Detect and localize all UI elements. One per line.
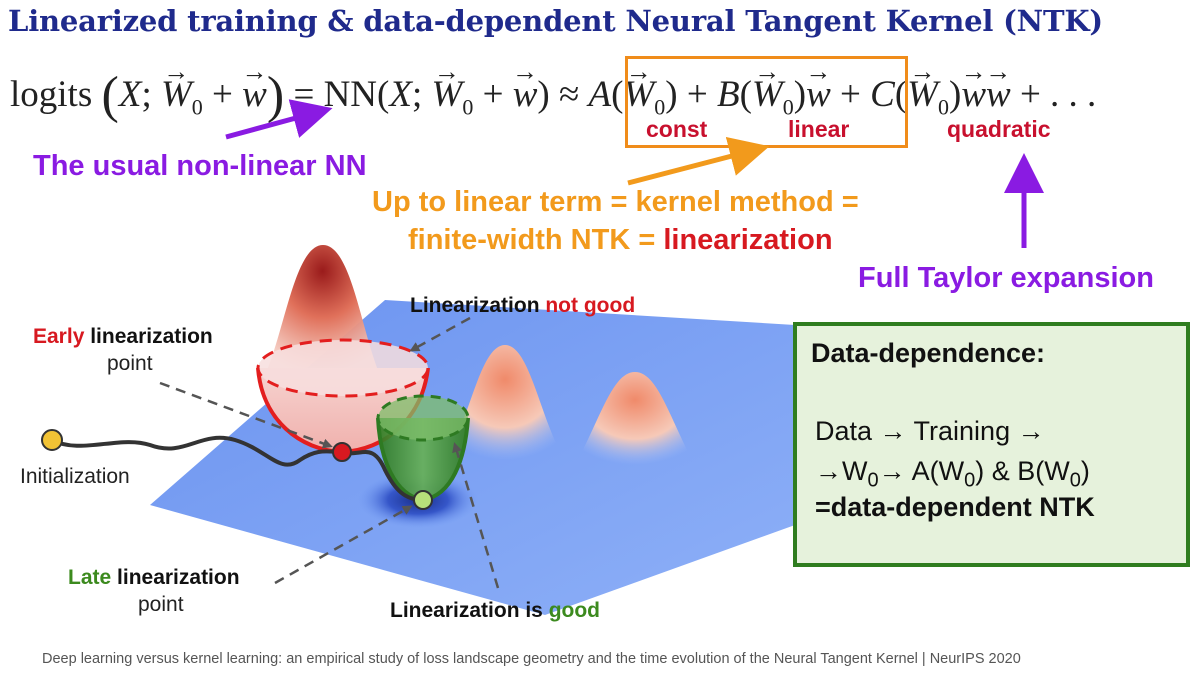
usual-nn-label: The usual non-linear NN: [33, 150, 367, 182]
quadratic-label: quadratic: [947, 116, 1051, 142]
late-bowl-rim: [376, 394, 470, 442]
linear-term-arrow: [627, 136, 770, 186]
data-dependence-line-3: =data-dependent NTK: [815, 492, 1095, 522]
eq-logits: logits: [10, 74, 93, 115]
late-linearization-point: [413, 490, 433, 510]
data-dependence-line-2: →W0→ A(W0) & B(W0): [815, 456, 1090, 492]
data-dependence-box: Data-dependence: Data → Training → →W0→ …: [793, 322, 1190, 567]
citation-footer: Deep learning versus kernel learning: an…: [42, 651, 1021, 667]
not-good-arrow: [409, 316, 471, 352]
linear-label: linear: [788, 116, 850, 142]
taylor-equation: logits (X; W0 + w) = NN(X; W0 + w) ≈ A(W…: [10, 66, 1096, 125]
const-label: const: [646, 116, 708, 142]
late-point-arrow: [274, 505, 413, 585]
linear-term-text-2: finite-width NTK = linearization: [408, 224, 833, 256]
early-bowl-rim: [256, 338, 430, 398]
early-point-label: point: [107, 352, 153, 375]
early-linearization-label: Early linearization: [33, 325, 213, 348]
early-linearization-point: [332, 442, 352, 462]
is-good-arrow: [452, 442, 500, 589]
usual-nn-arrow: [225, 99, 333, 140]
page-title: Linearized training & data-dependent Neu…: [8, 4, 1103, 38]
is-good-label: Linearization is good: [390, 599, 601, 622]
landscape-peak-3: [575, 372, 695, 465]
data-dependence-line-1: Data → Training →: [815, 416, 1045, 446]
early-point-arrow: [159, 381, 333, 449]
late-linearization-label: Late linearization: [68, 566, 240, 589]
training-trajectory: [51, 435, 424, 502]
initialization-label: Initialization: [20, 465, 130, 488]
late-point-label: point: [138, 593, 184, 616]
linear-term-text-1: Up to linear term = kernel method =: [372, 186, 859, 218]
data-dependence-heading: Data-dependence:: [811, 338, 1046, 368]
initialization-point: [41, 429, 63, 451]
full-taylor-label: Full Taylor expansion: [858, 262, 1154, 294]
not-good-label: Linearization not good: [410, 294, 636, 317]
landscape-peak-2: [445, 345, 565, 460]
